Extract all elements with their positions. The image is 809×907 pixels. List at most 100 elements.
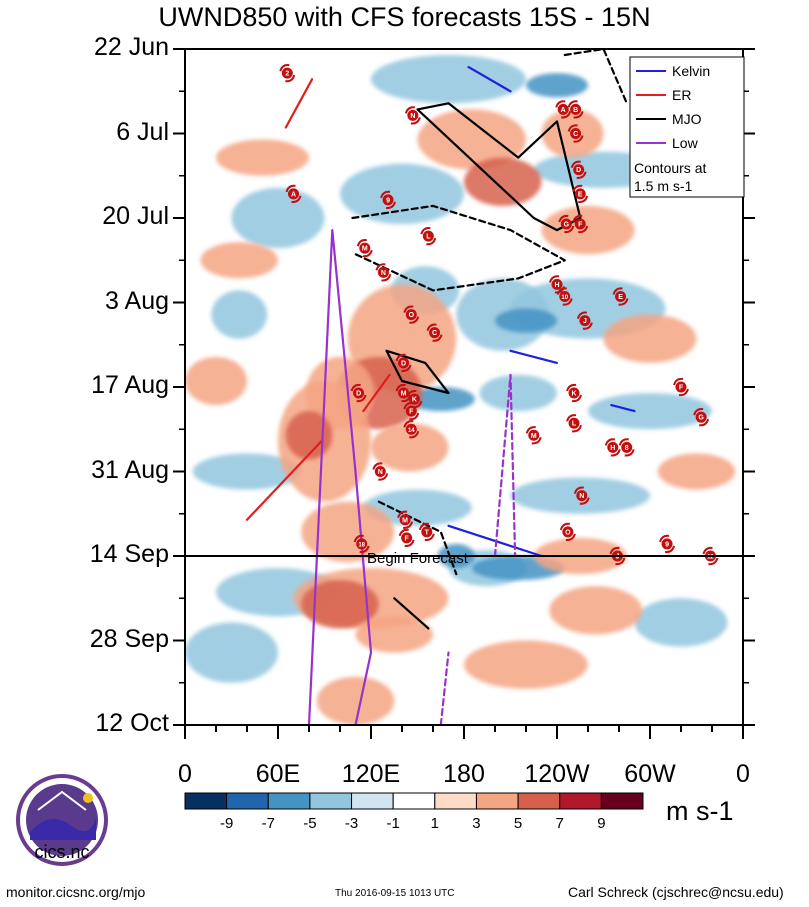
storm-marker: E xyxy=(572,184,589,203)
y-tick-label: 14 Sep xyxy=(89,540,169,568)
colorbar-swatch xyxy=(309,792,353,810)
storm-dot xyxy=(401,532,413,544)
storm-tail xyxy=(673,377,689,397)
storm-marker: O xyxy=(403,305,420,324)
colorbar-tick-label: -7 xyxy=(262,815,275,832)
low-contour xyxy=(439,651,450,725)
storm-marker: J xyxy=(576,311,593,330)
anomaly-blob xyxy=(363,489,472,526)
anomaly-blob xyxy=(285,411,333,460)
storm-tail xyxy=(572,184,589,203)
storm-label: J xyxy=(583,318,587,325)
storm-dot xyxy=(408,393,420,405)
anomaly-blob xyxy=(634,598,728,647)
footer-author: Carl Schreck (cjschrec@ncsu.edu) xyxy=(568,884,784,900)
colorbar-swatch xyxy=(351,792,394,810)
storm-dot xyxy=(576,490,588,502)
y-tick-label: 22 Jun xyxy=(93,33,169,61)
kelvin-contour xyxy=(467,66,512,93)
y-tick-label: 17 Aug xyxy=(91,371,169,399)
anomaly-blob xyxy=(355,616,433,653)
storm-dot xyxy=(568,387,580,399)
storm-dot xyxy=(374,466,386,477)
y-tick-label: 3 Aug xyxy=(105,286,169,315)
storm-marker: N xyxy=(372,462,389,481)
storm-label: D xyxy=(356,391,361,398)
anomaly-blob xyxy=(495,308,557,333)
storm-marker: 10 xyxy=(556,287,573,306)
storm-label: L xyxy=(426,234,431,241)
y-tick-label: 20 Jul xyxy=(102,202,169,230)
storm-tail xyxy=(397,510,414,529)
colorbar-swatch xyxy=(559,792,602,810)
storm-dot xyxy=(621,441,633,453)
anomaly-blob xyxy=(417,109,526,170)
colorbar-tick-label: -5 xyxy=(303,815,316,832)
kelvin-contour xyxy=(447,524,543,558)
storm-dot xyxy=(574,218,586,230)
storm-tail xyxy=(418,522,435,541)
storm-tail xyxy=(567,124,584,143)
storm-label: N xyxy=(381,270,386,277)
storm-dot xyxy=(570,103,582,115)
er-contour xyxy=(362,373,391,413)
storm-tail xyxy=(285,184,302,203)
storm-tail xyxy=(395,353,412,372)
storm-label: D xyxy=(576,167,581,174)
colorbar-swatch xyxy=(434,792,477,810)
er-contour xyxy=(284,78,314,129)
storm-dot xyxy=(356,538,368,550)
storm-marker: N xyxy=(573,486,590,505)
storm-label: N xyxy=(410,113,415,120)
storm-tail xyxy=(403,420,420,439)
storm-marker: N xyxy=(375,263,392,282)
x-tick-label: 120W xyxy=(524,760,590,788)
anomaly-blob xyxy=(301,501,395,563)
x-tick-label: 60W xyxy=(624,760,676,788)
colorbar-tick-label: 7 xyxy=(556,815,564,832)
storm-label: L xyxy=(572,421,577,428)
storm-label: E xyxy=(618,294,623,301)
colorbar-swatch xyxy=(267,792,311,810)
storm-dot xyxy=(607,441,619,453)
storm-marker: 18 xyxy=(353,534,370,554)
storm-label: F xyxy=(578,222,583,229)
storm-marker: D xyxy=(350,383,367,403)
storm-dot xyxy=(695,411,707,423)
storm-dot xyxy=(382,194,394,206)
storm-dot xyxy=(405,309,417,321)
colorbar-swatch xyxy=(226,792,269,810)
mjo-contour xyxy=(377,500,458,576)
storm-label: O xyxy=(409,312,415,319)
storm-dot xyxy=(429,327,441,339)
storm-marker: 9 xyxy=(659,534,676,554)
storm-label: A xyxy=(291,191,296,198)
storm-tail xyxy=(404,106,421,125)
storm-dot xyxy=(353,387,365,399)
storm-marker: T xyxy=(418,522,435,541)
storm-dot xyxy=(398,357,410,369)
storm-dot xyxy=(281,67,293,79)
storm-marker: H xyxy=(604,438,621,457)
anomaly-blob xyxy=(231,187,325,249)
storm-tail xyxy=(426,323,443,342)
x-tick-label: 0 xyxy=(178,760,192,788)
storm-dot xyxy=(661,538,673,550)
storm-label: M xyxy=(531,433,537,440)
storm-marker: K xyxy=(566,383,583,403)
storm-marker: D xyxy=(395,353,412,372)
storm-label: O xyxy=(565,529,571,536)
er-contour xyxy=(245,440,323,521)
colorbar-tick-label: 5 xyxy=(514,815,522,832)
storm-dot xyxy=(377,266,389,278)
storm-label: M xyxy=(402,517,408,524)
colorbar-tick-label: 1 xyxy=(431,815,439,832)
storm-tail xyxy=(618,438,635,457)
anomaly-blob xyxy=(406,387,475,412)
chart-title: UWND850 with CFS forecasts 15S - 15N xyxy=(158,2,651,32)
storm-label: 8 xyxy=(625,445,629,452)
anomaly-blob xyxy=(464,640,588,689)
storm-dot xyxy=(560,218,572,230)
storm-marker: A xyxy=(555,100,572,119)
storm-label: 9 xyxy=(386,197,390,204)
